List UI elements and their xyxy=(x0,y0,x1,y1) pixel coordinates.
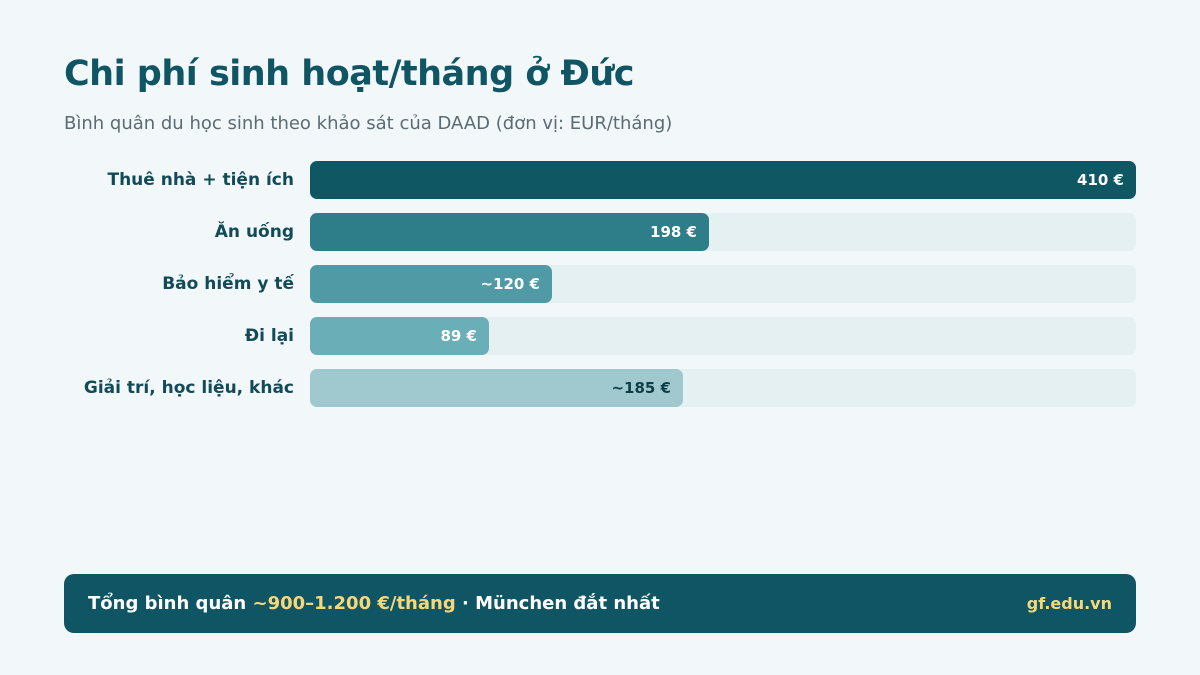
bar-track: 89 € xyxy=(310,317,1136,355)
bar: ~120 € xyxy=(310,265,552,303)
summary-suffix: · München đắt nhất xyxy=(455,593,660,614)
data-label: ~120 € xyxy=(480,275,540,293)
category-label: Thuê nhà + tiện ích xyxy=(107,170,294,190)
category-label: Ăn uống xyxy=(214,222,294,242)
data-label: ~185 € xyxy=(611,379,671,397)
bar: ~185 € xyxy=(310,369,683,407)
bar-track: ~185 € xyxy=(310,369,1136,407)
summary-highlight: ~900–1.200 €/tháng xyxy=(252,593,456,614)
category-label: Đi lại xyxy=(244,326,294,346)
bar: 410 € xyxy=(310,161,1136,199)
page-subtitle: Bình quân du học sinh theo khảo sát của … xyxy=(64,113,673,134)
bar-row: Bảo hiểm y tế ~120 € xyxy=(0,265,1200,303)
page-title: Chi phí sinh hoạt/tháng ở Đức xyxy=(64,54,635,94)
summary-text: Tổng bình quân ~900–1.200 €/tháng · Münc… xyxy=(88,574,660,633)
bar-row: Đi lại 89 € xyxy=(0,317,1200,355)
bar-track: ~120 € xyxy=(310,265,1136,303)
bar: 89 € xyxy=(310,317,489,355)
bar: 198 € xyxy=(310,213,709,251)
bar-track: 410 € xyxy=(310,161,1136,199)
data-label: 89 € xyxy=(440,327,477,345)
bar-row: Ăn uống 198 € xyxy=(0,213,1200,251)
bar-track: 198 € xyxy=(310,213,1136,251)
bar-row: Giải trí, học liệu, khác ~185 € xyxy=(0,369,1200,407)
data-label: 410 € xyxy=(1077,171,1124,189)
summary-banner: Tổng bình quân ~900–1.200 €/tháng · Münc… xyxy=(64,574,1136,633)
category-label: Giải trí, học liệu, khác xyxy=(83,378,294,398)
bar-row: Thuê nhà + tiện ích 410 € xyxy=(0,161,1200,199)
summary-prefix: Tổng bình quân xyxy=(88,593,253,614)
category-label: Bảo hiểm y tế xyxy=(162,274,294,294)
site-link[interactable]: gf.edu.vn xyxy=(1026,594,1112,613)
data-label: 198 € xyxy=(650,223,697,241)
